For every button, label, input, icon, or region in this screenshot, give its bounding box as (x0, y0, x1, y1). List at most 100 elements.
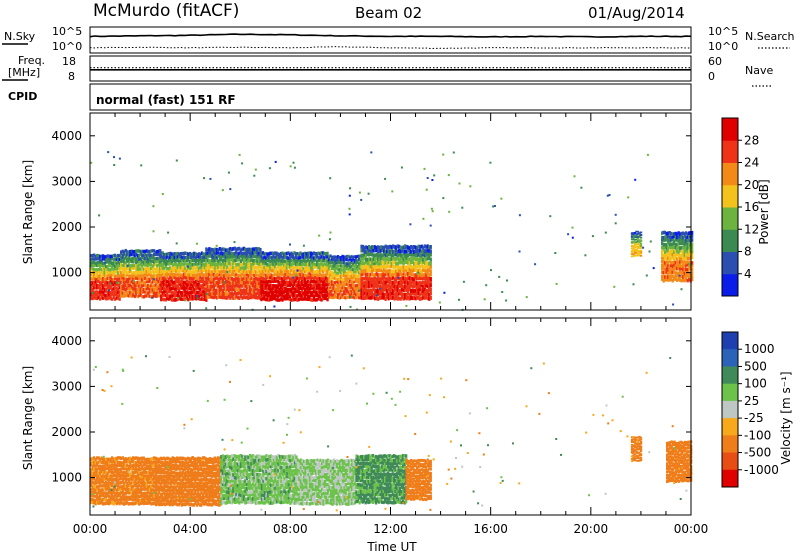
echo-cell (117, 474, 120, 478)
echo-cell (165, 495, 168, 500)
echo-cell (680, 260, 683, 264)
echo-cell (245, 295, 249, 300)
echo-cell (147, 267, 150, 271)
echo-cell (97, 296, 100, 300)
echo-cell (197, 501, 200, 506)
echo-cell (127, 286, 130, 291)
echo-cell (111, 278, 114, 282)
echo-cell (224, 288, 227, 293)
echo-cell (100, 260, 103, 264)
echo-cell (387, 292, 390, 297)
echo-cell (207, 487, 210, 492)
echo-cell (263, 286, 266, 291)
echo-cell (132, 466, 135, 470)
echo-cell (175, 284, 178, 288)
echo-cell (159, 456, 162, 461)
echo-cell (135, 481, 138, 485)
echo-cell (191, 491, 194, 496)
echo-cell (115, 293, 118, 297)
echo-cell (221, 280, 224, 284)
echo-cell (229, 257, 232, 262)
echo-cell (151, 264, 154, 268)
echo-cell (176, 473, 179, 478)
echo-cell (419, 296, 422, 301)
echo-cell (208, 294, 211, 299)
echo-cell (155, 502, 158, 507)
echo-cell (211, 254, 214, 259)
echo-cell (97, 491, 100, 495)
echo-cell (142, 273, 145, 277)
echo-cell (414, 288, 417, 293)
echo-cell (685, 274, 688, 278)
echo-cell (254, 276, 258, 281)
echo-cell (126, 481, 129, 485)
echo-cell (276, 290, 280, 294)
echo-cell (293, 256, 296, 260)
echo-speck (421, 254, 424, 257)
echo-cell (269, 294, 272, 299)
echo-cell (266, 294, 269, 299)
echo-cell (664, 275, 667, 279)
echo-cell (184, 268, 187, 273)
echo-cell (281, 261, 284, 266)
echo-cell (351, 255, 355, 259)
echo-cell (345, 274, 349, 278)
echo-cell (184, 286, 187, 290)
echo-cell (422, 249, 425, 254)
echo-cell (282, 255, 286, 259)
echo-cell (239, 250, 242, 255)
echo-cell (288, 258, 292, 263)
echo-cell (191, 284, 194, 288)
echo-cell (674, 267, 677, 271)
echo-cell (172, 273, 175, 277)
echo-cell (365, 288, 368, 293)
echo-cell (264, 277, 268, 281)
echo-speck (429, 224, 432, 227)
echo-cell (664, 263, 667, 267)
echo-cell (285, 294, 289, 298)
echo-cell (106, 273, 109, 277)
echo-cell (232, 287, 235, 291)
echo-cell (676, 252, 679, 256)
echo-cell (93, 477, 96, 481)
echo-cell (174, 457, 177, 461)
echo-cell (130, 475, 133, 479)
echo-cell (362, 257, 365, 261)
echo-cell (320, 298, 323, 302)
echo-cell (147, 249, 150, 254)
echo-cell (363, 250, 366, 254)
echo-cell (144, 294, 147, 298)
echo-cell (281, 287, 284, 291)
echo-cell (269, 280, 272, 284)
echo-cell (305, 290, 308, 295)
echo-cell (270, 273, 274, 278)
echo-cell (224, 283, 227, 288)
echo-cell (632, 240, 635, 243)
echo-cell (215, 283, 218, 288)
echo-cell (235, 254, 238, 259)
echo-cell (260, 276, 263, 280)
echo-cell (147, 279, 150, 284)
echo-cell (256, 259, 259, 263)
echo-cell (630, 240, 634, 243)
echo-speck (203, 177, 206, 180)
y-tick-label: 1000 (51, 266, 82, 280)
echo-cell (200, 461, 203, 465)
echo-cell (342, 277, 346, 281)
echo-cell (235, 283, 238, 288)
echo-cell (161, 266, 164, 270)
echo-cell (375, 260, 378, 265)
echo-cell (636, 249, 640, 252)
echo-cell (210, 467, 213, 471)
echo-cell (153, 294, 156, 298)
echo-cell (365, 295, 368, 300)
echo-cell (115, 467, 118, 471)
echo-cell (109, 284, 112, 288)
echo-speck (430, 207, 433, 210)
echo-cell (275, 251, 278, 255)
echo-cell (102, 292, 105, 297)
echo-cell (393, 296, 396, 301)
echo-cell (407, 260, 410, 265)
echo-cell (106, 491, 109, 495)
echo-cell (161, 286, 164, 290)
